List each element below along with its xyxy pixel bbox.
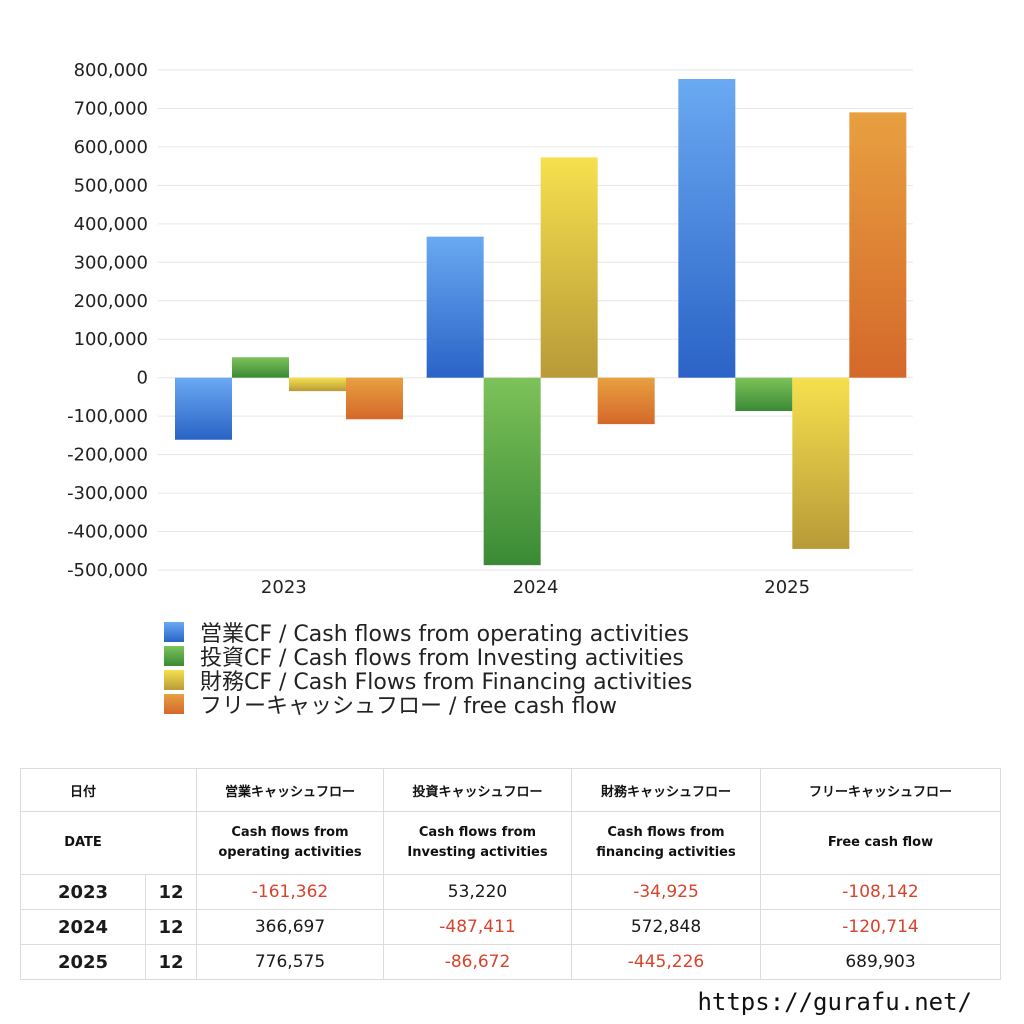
row-investing: -86,672: [383, 944, 572, 980]
site-url[interactable]: https://gurafu.net/: [697, 988, 972, 1016]
y-axis-ticks: 800,000 700,000 600,000 500,000 400,000 300,0…: [67, 60, 148, 581]
header-financing-jp: 財務キャッシュフロー: [571, 768, 761, 812]
header-operating-en: Cash flows from operating activities: [196, 811, 384, 875]
header-operating-en-line2: operating activities: [218, 845, 362, 860]
header-date-jp: 日付: [20, 768, 146, 812]
table-header-jp: 日付 営業キャッシュフロー 投資キャッシュフロー 財務キャッシュフロー フリーキ…: [20, 768, 1001, 812]
row-financing: 572,848: [571, 909, 761, 945]
bar-2023-series-3: [346, 377, 403, 420]
row-month: 12: [145, 909, 197, 945]
header-financing-en: Cash flows from financing activities: [571, 811, 761, 875]
table-row: 2023 12 -161,362 53,220 -34,925 -108,142: [20, 874, 1001, 910]
bar-2024-series-1: [483, 377, 541, 566]
chart-legend: 営業CF / Cash flows from operating activit…: [164, 620, 692, 719]
table-row: 2025 12 776,575 -86,672 -445,226 689,903: [20, 944, 1001, 980]
legend-swatch-free: [164, 694, 184, 714]
x-tick-label: 2023: [261, 577, 307, 598]
bar-2024-series-3: [597, 377, 655, 425]
header-blank-en: [145, 811, 197, 875]
legend-label-operating: 営業CF / Cash flows from operating activit…: [200, 622, 689, 647]
y-tick-label: -200,000: [67, 445, 148, 466]
legend-label-free: フリーキャッシュフロー / free cash flow: [200, 694, 618, 719]
bar-2023-series-0: [175, 377, 232, 440]
bar-2025-series-0: [678, 79, 736, 378]
row-operating: 366,697: [196, 909, 384, 945]
header-operating-jp: 営業キャッシュフロー: [196, 768, 384, 812]
x-axis-ticks: 2023 2024 2025: [261, 577, 810, 598]
bars: [175, 79, 907, 566]
legend-swatch-operating: [164, 622, 184, 642]
table-row: 2024 12 366,697 -487,411 572,848 -120,71…: [20, 909, 1001, 945]
y-tick-label: 100,000: [74, 329, 148, 350]
x-tick-label: 2025: [764, 577, 810, 598]
header-financing-en-line2: financing activities: [596, 845, 736, 860]
row-free: -120,714: [760, 909, 1001, 945]
bar-2025-series-3: [849, 112, 907, 378]
bar-2025-series-2: [792, 377, 850, 549]
header-financing-en-line1: Cash flows from: [607, 825, 725, 840]
row-year: 2023: [20, 874, 146, 910]
header-investing-en-line1: Cash flows from: [418, 825, 537, 840]
legend-item-financing: 財務CF / Cash Flows from Financing activit…: [164, 668, 692, 695]
row-operating: 776,575: [196, 944, 384, 980]
header-operating-en-line1: Cash flows from: [231, 825, 349, 840]
row-operating: -161,362: [196, 874, 384, 910]
bar-2024-series-0: [426, 236, 484, 378]
y-tick-label: 800,000: [74, 60, 148, 81]
row-month: 12: [145, 944, 197, 980]
cash-flow-bar-chart: 800,000 700,000 600,000 500,000 400,000 300,0…: [67, 60, 913, 598]
legend-swatch-investing: [164, 646, 184, 666]
header-free-jp: フリーキャッシュフロー: [760, 768, 1001, 812]
row-free: 689,903: [760, 944, 1001, 980]
row-free: -108,142: [760, 874, 1001, 910]
row-financing: -34,925: [571, 874, 761, 910]
y-tick-label: 600,000: [74, 137, 148, 158]
row-investing: 53,220: [383, 874, 572, 910]
row-year: 2025: [20, 944, 146, 980]
row-financing: -445,226: [571, 944, 761, 980]
row-month: 12: [145, 874, 197, 910]
header-blank: [145, 768, 197, 812]
y-tick-label: 500,000: [74, 175, 148, 196]
y-tick-label: 200,000: [74, 291, 148, 312]
table-header-en: DATE Cash flows from operating activities…: [20, 811, 1001, 875]
legend-item-free: フリーキャッシュフロー / free cash flow: [164, 692, 692, 719]
y-tick-label: -300,000: [67, 483, 148, 504]
legend-swatch-financing: [164, 670, 184, 690]
legend-label-financing: 財務CF / Cash Flows from Financing activit…: [200, 670, 693, 695]
y-tick-label: 400,000: [74, 214, 148, 235]
cash-flow-table: 日付 営業キャッシュフロー 投資キャッシュフロー 財務キャッシュフロー フリーキ…: [20, 768, 1001, 980]
y-tick-label: -400,000: [67, 522, 148, 543]
y-tick-label: 300,000: [74, 252, 148, 273]
bar-2025-series-1: [735, 377, 793, 412]
bar-2024-series-2: [540, 157, 598, 378]
header-free-en: Free cash flow: [760, 811, 1001, 875]
y-tick-label: 0: [137, 368, 148, 389]
y-tick-label: -100,000: [67, 406, 148, 427]
header-investing-jp: 投資キャッシュフロー: [383, 768, 572, 812]
x-tick-label: 2024: [513, 577, 559, 598]
header-investing-en: Cash flows from Investing activities: [383, 811, 572, 875]
row-year: 2024: [20, 909, 146, 945]
bar-2023-series-1: [232, 357, 289, 378]
header-date-en: DATE: [20, 811, 146, 875]
legend-item-investing: 投資CF / Cash flows from Investing activit…: [164, 644, 692, 671]
row-investing: -487,411: [383, 909, 572, 945]
y-tick-label: 700,000: [74, 98, 148, 119]
bar-2023-series-2: [289, 377, 346, 392]
y-tick-label: -500,000: [67, 560, 148, 581]
legend-label-investing: 投資CF / Cash flows from Investing activit…: [200, 646, 684, 671]
legend-item-operating: 営業CF / Cash flows from operating activit…: [164, 620, 692, 647]
header-investing-en-line2: Investing activities: [407, 845, 548, 860]
